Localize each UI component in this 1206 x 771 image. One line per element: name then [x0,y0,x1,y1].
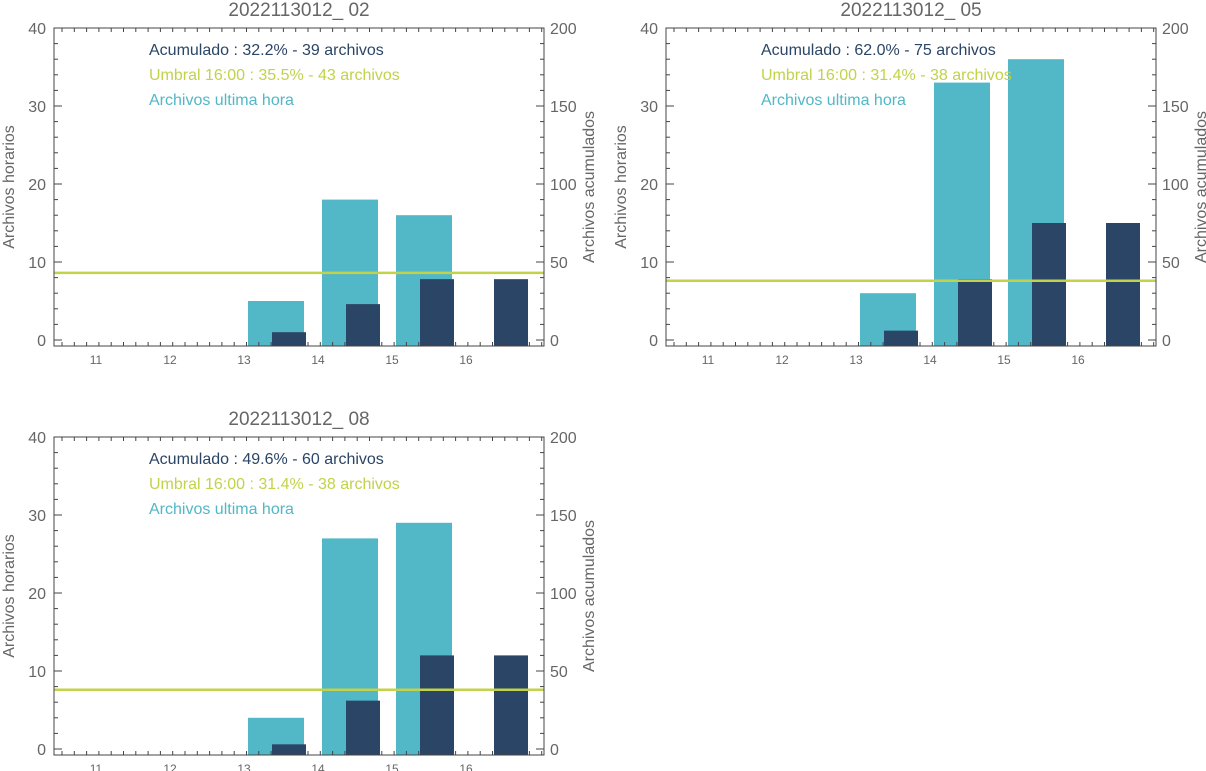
ytick-left-label: 10 [28,664,46,681]
xtick-label: 14 [311,353,325,367]
legend-cumulative: Acumulado : 32.2% - 39 archivos [149,42,384,59]
chart-panel: 2022113012_ 05 0 10 20 30 40 0 50 100 150 200 11 12 1… [613,0,1206,367]
bar-cumulative-16 [494,655,528,755]
xtick-label: 15 [385,353,399,367]
ytick-left-label: 30 [640,99,658,116]
xtick-label: 12 [163,762,177,771]
chart-title: 2022113012_ 08 [228,409,369,430]
ytick-right-label: 0 [550,333,559,350]
bar-cumulative-16 [494,279,528,346]
xtick-label: 13 [849,353,863,367]
ytick-right-label: 100 [1162,177,1189,194]
bar-cumulative-14 [346,700,380,755]
plot-frame [53,436,545,756]
ytick-right-label: 100 [550,177,577,194]
ytick-left-label: 30 [28,99,46,116]
ytick-left-label: 20 [640,177,658,194]
chart-panel: 2022113012_ 02 0 10 20 30 40 0 50 100 150 200 11 12 1… [1,0,598,367]
xtick-label: 15 [997,353,1011,367]
y-axis-label-left: Archivos horarios [1,534,18,658]
xtick-label: 12 [163,353,177,367]
ytick-right-label: 200 [550,21,577,38]
xtick-label: 16 [459,762,473,771]
legend-cumulative: Acumulado : 62.0% - 75 archivos [761,42,996,59]
xtick-label: 14 [923,353,937,367]
ytick-right-label: 0 [1162,333,1171,350]
bar-cumulative-15 [420,655,454,755]
ytick-left-label: 0 [37,742,46,759]
legend-hourly: Archivos ultima hora [761,92,906,109]
bar-cumulative-16 [1106,223,1140,346]
ytick-left-label: 0 [649,333,658,350]
ytick-left-label: 40 [640,21,658,38]
ytick-right-label: 0 [550,742,559,759]
y-axis-label-right: Archivos acumulados [581,111,598,263]
plot-frame [665,27,1157,347]
ytick-left-label: 20 [28,177,46,194]
ytick-left-label: 10 [640,255,658,272]
legend-threshold: Umbral 16:00 : 35.5% - 43 archivos [149,67,400,84]
legend-threshold: Umbral 16:00 : 31.4% - 38 archivos [149,476,400,493]
xtick-label: 11 [90,353,103,367]
ytick-right-label: 100 [550,586,577,603]
bar-cumulative-13 [272,744,306,755]
ytick-right-label: 50 [550,255,568,272]
ytick-left-label: 0 [37,333,46,350]
ytick-right-label: 200 [550,430,577,447]
ytick-right-label: 150 [550,99,577,116]
xtick-label: 16 [1071,353,1085,367]
xtick-label: 14 [311,762,325,771]
ytick-left-label: 40 [28,21,46,38]
ytick-left-label: 30 [28,508,46,525]
ytick-right-label: 150 [1162,99,1189,116]
xtick-label: 15 [385,762,399,771]
y-axis-label-left: Archivos horarios [613,125,630,249]
plot-frame [53,27,545,347]
legend-cumulative: Acumulado : 49.6% - 60 archivos [149,451,384,468]
bar-cumulative-13 [884,330,918,346]
xtick-label: 11 [702,353,715,367]
xtick-label: 13 [237,762,251,771]
bar-cumulative-14 [958,279,992,346]
y-axis-label-right: Archivos acumulados [581,520,598,672]
y-axis-label-left: Archivos horarios [1,125,18,249]
legend-hourly: Archivos ultima hora [149,501,294,518]
y-axis-label-right: Archivos acumulados [1193,111,1206,263]
chart-title: 2022113012_ 05 [840,0,981,21]
ytick-right-label: 50 [1162,255,1180,272]
bar-cumulative-13 [272,332,306,346]
ytick-right-label: 200 [1162,21,1189,38]
xtick-label: 16 [459,353,473,367]
ytick-left-label: 40 [28,430,46,447]
legend-threshold: Umbral 16:00 : 31.4% - 38 archivos [761,67,1012,84]
ytick-left-label: 20 [28,586,46,603]
legend-hourly: Archivos ultima hora [149,92,294,109]
chart-title: 2022113012_ 02 [228,0,369,21]
chart-panel: 2022113012_ 08 0 10 20 30 40 0 50 100 150 200 11 12 1… [1,409,598,771]
bar-cumulative-14 [346,304,380,346]
xtick-label: 13 [237,353,251,367]
bar-cumulative-15 [420,279,454,346]
xtick-label: 11 [90,762,103,771]
bar-cumulative-15 [1032,223,1066,346]
ytick-left-label: 10 [28,255,46,272]
xtick-label: 12 [775,353,789,367]
ytick-right-label: 50 [550,664,568,681]
ytick-right-label: 150 [550,508,577,525]
